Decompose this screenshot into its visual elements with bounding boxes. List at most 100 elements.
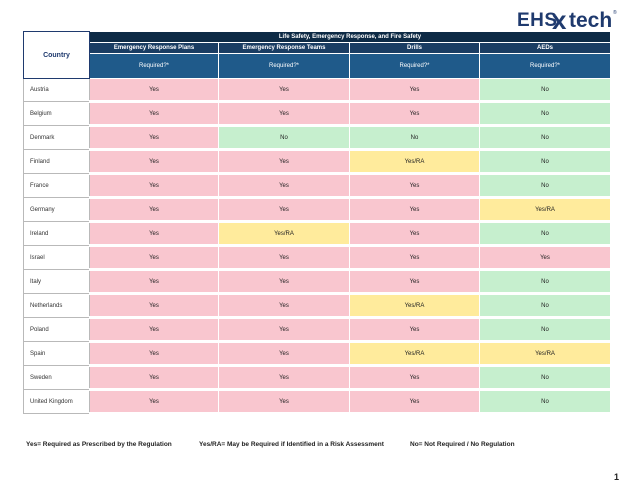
ehsxtech-logo: EHS x tech ® [517,4,617,35]
value-cell: Yes [349,365,480,391]
value-cell: Yes [89,78,219,103]
value-cell: Yes [349,389,480,415]
country-cell: Italy [23,269,90,294]
country-header: Country [23,31,90,79]
country-cell: Germany [23,197,90,222]
value-cell: No [478,269,612,295]
value-cell: No [478,149,612,175]
country-cell: United Kingdom [23,389,90,414]
country-cell: Netherlands [23,293,90,318]
legend-no: No= Not Required / No Regulation [410,441,515,448]
value-cell: No [349,125,480,151]
value-cell: Yes [349,101,480,127]
value-cell: Yes [89,101,219,127]
value-cell: Yes [349,245,480,271]
regulation-table: Country Life Safety, Emergency Response,… [23,31,612,415]
value-cell: Yes/RA [218,221,350,247]
value-cell: No [478,365,612,391]
table-row: Spain Yes Yes Yes/RA Yes/RA [23,341,612,367]
required-label: Required?* [349,53,480,79]
page-number: 1 [614,472,620,482]
registered-icon: ® [613,10,617,16]
value-cell: Yes [89,125,219,151]
column-header: Emergency Response Plans [89,42,219,54]
country-cell: Belgium [23,101,90,126]
table-row: Poland Yes Yes Yes No [23,317,612,343]
value-cell: Yes [218,173,350,199]
table-row: France Yes Yes Yes No [23,173,612,199]
value-cell: Yes [218,317,350,343]
table-row: Ireland Yes Yes/RA Yes No [23,221,612,247]
table-row: Sweden Yes Yes Yes No [23,365,612,391]
value-cell: Yes [218,149,350,175]
logo-x: x [552,5,567,35]
value-cell: No [478,78,612,103]
value-cell: No [478,293,612,319]
required-label: Required?* [478,53,612,79]
value-cell: Yes [349,197,480,223]
value-cell: No [478,317,612,343]
value-cell: No [478,125,612,151]
value-cell: Yes [89,149,219,175]
value-cell: Yes [478,245,612,271]
country-cell: Austria [23,78,90,102]
value-cell: No [478,221,612,247]
value-cell: Yes [349,269,480,295]
value-cell: No [478,173,612,199]
table-row: Italy Yes Yes Yes No [23,269,612,295]
value-cell: Yes [218,101,350,127]
table-row: Finland Yes Yes Yes/RA No [23,149,612,175]
table-row: Belgium Yes Yes Yes No [23,101,612,127]
value-cell: Yes [89,341,219,367]
value-cell: Yes/RA [478,341,612,367]
country-cell: Israel [23,245,90,270]
country-cell: Sweden [23,365,90,390]
group-header: Life Safety, Emergency Response, and Fir… [88,31,612,43]
logo-ehs: EHS [517,10,558,31]
value-cell: Yes [89,221,219,247]
value-cell: Yes [89,365,219,391]
table-row: United Kingdom Yes Yes Yes No [23,389,612,415]
country-cell: Denmark [23,125,90,150]
value-cell: Yes [218,365,350,391]
table-body: Austria Yes Yes Yes No Belgium Yes Yes Yes No Denm… [23,78,612,415]
value-cell: No [218,125,350,151]
value-cell: Yes [89,173,219,199]
table-row: Germany Yes Yes Yes Yes/RA [23,197,612,223]
value-cell: Yes [349,78,480,103]
country-cell: Poland [23,317,90,342]
column-header: Emergency Response Teams [218,42,350,54]
table-row: Israel Yes Yes Yes Yes [23,245,612,271]
value-cell: Yes [218,197,350,223]
value-cell: Yes/RA [349,149,480,175]
value-cell: Yes [349,173,480,199]
value-cell: Yes [218,293,350,319]
table-row: Denmark Yes No No No [23,125,612,151]
value-cell: Yes/RA [349,341,480,367]
value-cell: Yes [218,341,350,367]
value-cell: No [478,389,612,415]
table-row: Austria Yes Yes Yes No [23,78,612,103]
country-cell: Spain [23,341,90,366]
value-cell: Yes [218,269,350,295]
country-cell: Finland [23,149,90,174]
value-cell: Yes [349,317,480,343]
value-cell: Yes [218,389,350,415]
value-cell: Yes/RA [349,293,480,319]
legend-ra: Yes/RA= May be Required if Identified in… [199,441,384,448]
value-cell: Yes [89,317,219,343]
country-cell: Ireland [23,221,90,246]
value-cell: Yes [89,245,219,271]
value-cell: Yes [349,221,480,247]
column-header: Drills [349,42,480,54]
value-cell: Yes [218,245,350,271]
value-cell: No [478,101,612,127]
table-row: Netherlands Yes Yes Yes/RA No [23,293,612,319]
logo-tech: tech [569,9,613,32]
country-cell: France [23,173,90,198]
column-header: AEDs [478,42,612,54]
legend-yes: Yes= Required as Prescribed by the Regul… [26,441,172,448]
value-cell: Yes [89,293,219,319]
required-label: Required?* [218,53,350,79]
value-cell: Yes [218,78,350,103]
